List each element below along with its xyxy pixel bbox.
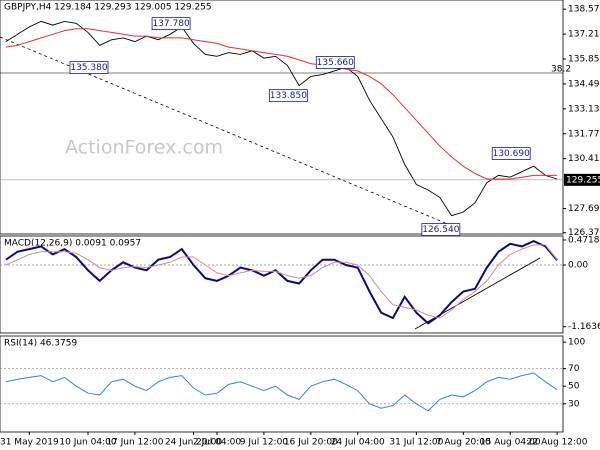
fib-label: 38.2 [551, 65, 571, 75]
y-tick-label: 137.210 [568, 30, 600, 40]
price-label-box [491, 147, 531, 160]
y-tick-label: 0.00 [568, 260, 588, 270]
panel-title: GBPJPY,H4 129.184 129.293 129.005 129.25… [4, 3, 212, 13]
x-tick-label: 9 Jul 12:00 [240, 438, 289, 448]
price-label-box [69, 61, 109, 75]
series-line [5, 28, 558, 180]
y-tick-label: 100 [568, 338, 585, 348]
series-line [5, 372, 558, 412]
y-tick-label: -1.1636 [568, 322, 600, 332]
price-label: 130.690 [493, 149, 530, 159]
series-line [5, 240, 558, 325]
x-tick-label: 17 Jun 12:00 [106, 438, 163, 448]
x-tick-label: 31 May 2019 [0, 438, 59, 448]
price-label: 133.850 [270, 91, 307, 101]
y-tick-label: 70 [568, 364, 580, 374]
price-label: 126.540 [422, 225, 459, 235]
panel-title: RSI(14) 46.3759 [4, 339, 77, 349]
x-tick-label: 24 Jul 04:00 [331, 438, 385, 448]
y-tick-label: 134.490 [568, 79, 600, 89]
last-price-label: 129.255 [566, 175, 600, 185]
x-tick-label: 16 Jul 20:00 [284, 438, 338, 448]
series-line [5, 244, 558, 319]
y-tick-label: 133.130 [568, 104, 600, 114]
price-label-box [315, 56, 355, 69]
price-label-box [151, 17, 191, 31]
y-tick-label: 138.570 [568, 5, 600, 15]
last-price-box [564, 173, 600, 186]
series-line [5, 20, 558, 217]
panel-frame [0, 235, 564, 334]
x-tick-label: 15 Aug 04:00 [480, 438, 541, 448]
y-tick-label: 127.690 [568, 204, 600, 214]
y-tick-label: 135.850 [568, 55, 600, 65]
y-tick-label: 130.410 [568, 154, 600, 164]
y-tick-label: 126.370 [568, 228, 600, 238]
x-tick-label: 7 Aug 20:00 [436, 438, 491, 448]
price-label: 137.780 [152, 19, 189, 29]
panel-frame [0, 335, 564, 433]
price-label-box [268, 89, 308, 103]
y-tick-label: 50 [568, 382, 580, 392]
price-label: 135.660 [317, 58, 354, 68]
y-tick-label: 131.770 [568, 129, 600, 139]
y-tick-label: 0.4718 [568, 235, 600, 245]
y-tick-label: 30 [568, 399, 580, 409]
x-tick-label: 2 Jul 04:00 [193, 438, 242, 448]
x-tick-label: 24 Jun 20:00 [165, 438, 222, 448]
x-tick-label: 10 Jun 04:00 [59, 438, 116, 448]
panel-frame [0, 0, 564, 235]
watermark: ActionForex.com [65, 137, 223, 159]
price-label: 135.380 [70, 63, 107, 73]
x-tick-label: 22 Aug 12:00 [527, 438, 588, 448]
panel-title: MACD(12,26,9) 0.0091 0.0957 [4, 239, 141, 249]
x-tick-label: 31 Jul 12:00 [389, 438, 443, 448]
